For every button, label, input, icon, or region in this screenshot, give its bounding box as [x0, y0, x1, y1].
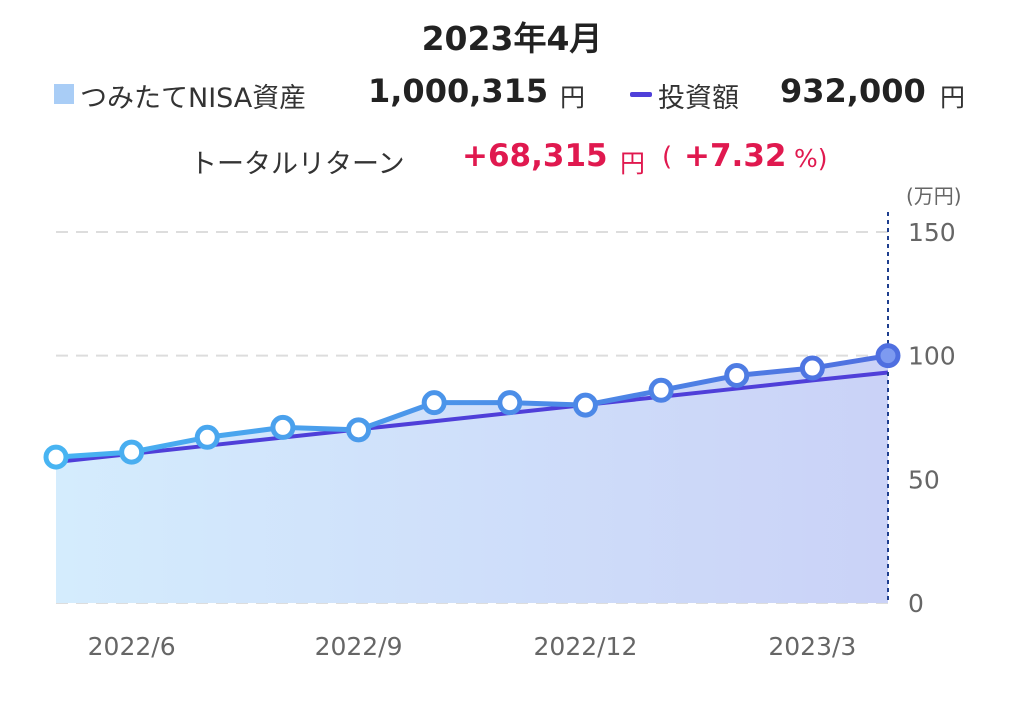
total-return-percent-unit: %) — [794, 144, 828, 173]
x-tick-label: 2023/3 — [768, 632, 856, 661]
data-point[interactable] — [799, 355, 825, 381]
y-unit-label: (万円) — [906, 184, 962, 208]
asset-value: 1,000,315 — [368, 72, 549, 110]
asset-series — [55, 353, 889, 460]
asset-area-fill — [56, 355, 888, 603]
asset-line — [55, 353, 889, 460]
data-point[interactable] — [119, 439, 145, 465]
data-point[interactable] — [43, 444, 69, 470]
x-tick-label: 2022/9 — [315, 632, 403, 661]
data-point[interactable] — [724, 362, 750, 388]
asset-legend-swatch — [54, 84, 74, 104]
total-return-amount: +68,315 — [462, 138, 608, 174]
asset-unit: 円 — [560, 83, 586, 112]
total-return-paren-open: ( — [662, 142, 673, 172]
invest-unit: 円 — [940, 83, 966, 112]
chart-title: 2023年4月 — [421, 19, 603, 58]
data-point[interactable] — [194, 424, 220, 450]
invest-value: 932,000 — [780, 72, 926, 110]
invest-line — [55, 370, 889, 465]
asset-points[interactable] — [43, 343, 901, 470]
data-point[interactable] — [875, 343, 901, 369]
data-point[interactable] — [648, 377, 674, 403]
invest-legend-swatch — [630, 92, 652, 97]
total-return-label: トータルリターン — [190, 149, 405, 180]
total-return-unit: 円 — [620, 149, 646, 178]
total-return: トータルリターン +68,315 円 ( +7.32 %) — [0, 138, 1024, 182]
x-tick-label: 2022/6 — [88, 632, 176, 661]
x-tick-label: 2022/12 — [534, 632, 638, 661]
data-point[interactable] — [421, 390, 447, 416]
y-tick-label: 150 — [908, 218, 956, 247]
y-tick-label: 100 — [908, 342, 956, 371]
invest-series — [55, 370, 889, 465]
data-point[interactable] — [270, 414, 296, 440]
y-axis: 0 50 100 150 (万円) — [906, 184, 962, 618]
data-point[interactable] — [497, 390, 523, 416]
asset-area — [56, 355, 888, 603]
legend: つみたてNISA資産 1,000,315 円 投資額 932,000 円 — [0, 70, 1024, 118]
total-return-percent: +7.32 — [684, 138, 787, 174]
data-point[interactable] — [572, 392, 598, 418]
y-tick-label: 50 — [908, 465, 940, 494]
x-axis: 2022/6 2022/9 2022/12 2023/3 — [88, 632, 857, 661]
y-tick-label: 0 — [908, 589, 924, 618]
asset-legend-label: つみたてNISA資産 — [80, 83, 307, 114]
data-point[interactable] — [346, 417, 372, 443]
invest-legend-label: 投資額 — [658, 83, 739, 114]
